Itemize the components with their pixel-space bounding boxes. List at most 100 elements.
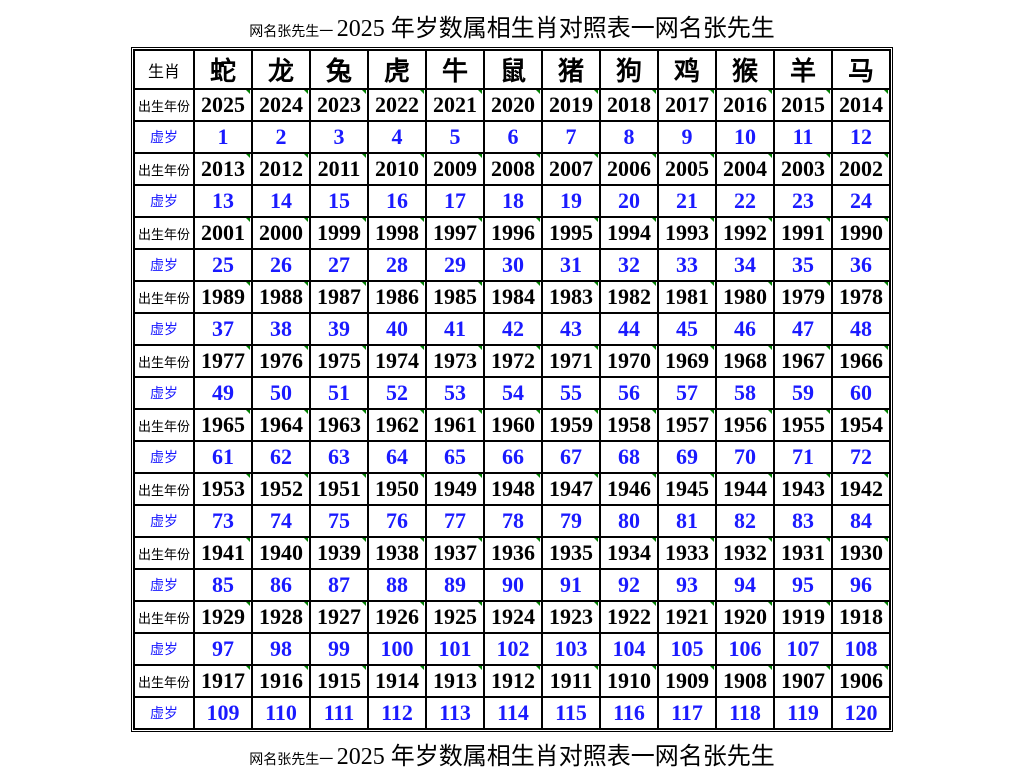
row-label-year: 出生年份	[134, 281, 194, 313]
cell-marker-icon	[420, 346, 424, 350]
age-cell: 108	[832, 633, 890, 665]
year-cell: 1944	[716, 473, 774, 505]
year-cell: 1979	[774, 281, 832, 313]
cell-marker-icon	[246, 282, 250, 286]
age-cell: 23	[774, 185, 832, 217]
cell-marker-icon	[710, 218, 714, 222]
cell-marker-icon	[594, 538, 598, 542]
cell-marker-icon	[536, 346, 540, 350]
age-cell: 111	[310, 697, 368, 729]
age-cell: 41	[426, 313, 484, 345]
year-cell: 1927	[310, 601, 368, 633]
cell-marker-icon	[884, 282, 888, 286]
year-cell: 1922	[600, 601, 658, 633]
cell-marker-icon	[362, 538, 366, 542]
age-cell: 22	[716, 185, 774, 217]
cell-marker-icon	[304, 154, 308, 158]
cell-marker-icon	[652, 666, 656, 670]
year-cell: 1957	[658, 409, 716, 441]
cell-marker-icon	[594, 90, 598, 94]
year-cell: 1964	[252, 409, 310, 441]
cell-marker-icon	[304, 666, 308, 670]
age-cell: 73	[194, 505, 252, 537]
zodiac-header-cell: 马	[832, 50, 890, 89]
cell-marker-icon	[536, 602, 540, 606]
age-cell: 75	[310, 505, 368, 537]
age-cell: 81	[658, 505, 716, 537]
age-cell: 19	[542, 185, 600, 217]
cell-marker-icon	[652, 282, 656, 286]
age-cell: 106	[716, 633, 774, 665]
cell-marker-icon	[884, 90, 888, 94]
year-cell: 1972	[484, 345, 542, 377]
cell-marker-icon	[884, 666, 888, 670]
age-cell: 78	[484, 505, 542, 537]
cell-marker-icon	[710, 282, 714, 286]
row-label-year: 出生年份	[134, 537, 194, 569]
year-cell: 1985	[426, 281, 484, 313]
cell-marker-icon	[652, 602, 656, 606]
age-cell: 10	[716, 121, 774, 153]
cell-marker-icon	[362, 602, 366, 606]
age-cell: 74	[252, 505, 310, 537]
age-cell: 40	[368, 313, 426, 345]
cell-marker-icon	[420, 666, 424, 670]
year-cell: 1920	[716, 601, 774, 633]
cell-marker-icon	[594, 410, 598, 414]
year-cell: 1990	[832, 217, 890, 249]
age-cell: 6	[484, 121, 542, 153]
age-cell: 80	[600, 505, 658, 537]
age-cell: 102	[484, 633, 542, 665]
zodiac-header-cell: 猴	[716, 50, 774, 89]
year-cell: 1969	[658, 345, 716, 377]
cell-marker-icon	[768, 346, 772, 350]
row-label-age: 虚岁	[134, 377, 194, 409]
age-cell: 52	[368, 377, 426, 409]
title-main: 2025 年岁数属相生肖对照表一网名张先生	[337, 16, 775, 42]
year-cell: 1973	[426, 345, 484, 377]
cell-marker-icon	[420, 218, 424, 222]
cell-marker-icon	[826, 346, 830, 350]
age-cell: 3	[310, 121, 368, 153]
cell-marker-icon	[478, 602, 482, 606]
year-cell: 2014	[832, 89, 890, 121]
year-cell: 1962	[368, 409, 426, 441]
cell-marker-icon	[652, 474, 656, 478]
age-cell: 13	[194, 185, 252, 217]
cell-marker-icon	[362, 474, 366, 478]
age-cell: 7	[542, 121, 600, 153]
year-cell: 2008	[484, 153, 542, 185]
age-cell: 26	[252, 249, 310, 281]
year-cell: 2024	[252, 89, 310, 121]
year-cell: 1961	[426, 409, 484, 441]
year-cell: 1930	[832, 537, 890, 569]
year-cell: 2009	[426, 153, 484, 185]
cell-marker-icon	[884, 218, 888, 222]
year-cell: 2005	[658, 153, 716, 185]
cell-marker-icon	[884, 346, 888, 350]
age-cell: 118	[716, 697, 774, 729]
cell-marker-icon	[246, 474, 250, 478]
age-cell: 43	[542, 313, 600, 345]
cell-marker-icon	[826, 410, 830, 414]
age-cell: 31	[542, 249, 600, 281]
year-cell: 1949	[426, 473, 484, 505]
year-cell: 1984	[484, 281, 542, 313]
year-cell: 1970	[600, 345, 658, 377]
year-cell: 1907	[774, 665, 832, 697]
cell-marker-icon	[246, 346, 250, 350]
year-cell: 1939	[310, 537, 368, 569]
zodiac-header-cell: 羊	[774, 50, 832, 89]
year-cell: 1934	[600, 537, 658, 569]
year-cell: 1943	[774, 473, 832, 505]
year-cell: 1953	[194, 473, 252, 505]
cell-marker-icon	[304, 90, 308, 94]
cell-marker-icon	[536, 90, 540, 94]
zodiac-header-cell: 鼠	[484, 50, 542, 89]
age-cell: 47	[774, 313, 832, 345]
age-cell: 1	[194, 121, 252, 153]
row-label-year: 出生年份	[134, 217, 194, 249]
age-cell: 85	[194, 569, 252, 601]
cell-marker-icon	[246, 90, 250, 94]
year-cell: 1960	[484, 409, 542, 441]
